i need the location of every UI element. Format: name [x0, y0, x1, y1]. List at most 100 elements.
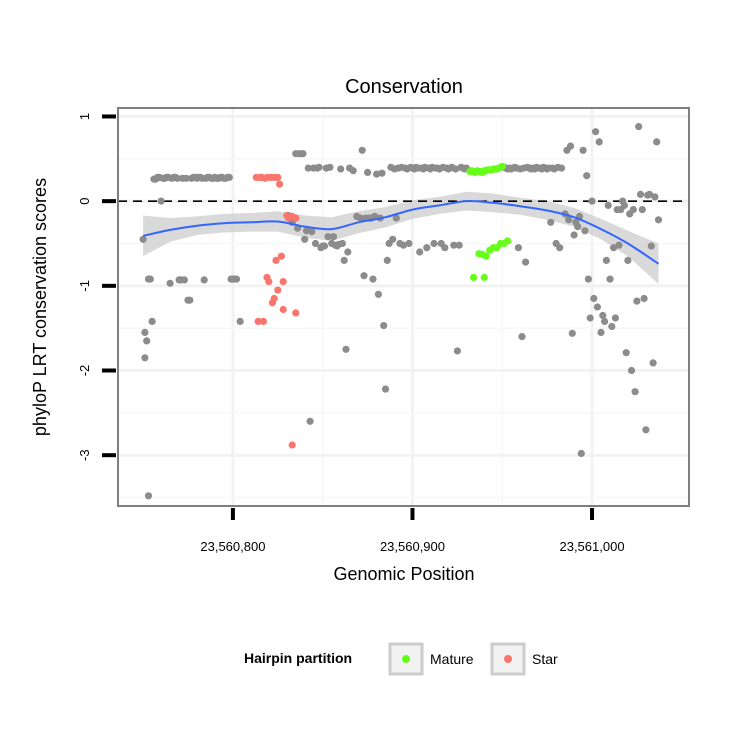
data-point-other	[636, 190, 645, 198]
data-point-other	[146, 275, 154, 283]
data-point-other	[416, 248, 424, 256]
data-point-other	[622, 349, 630, 357]
data-point-other	[338, 239, 346, 248]
legend-label-mature: Mature	[430, 651, 474, 667]
data-point-other	[602, 256, 611, 264]
x-axis-label: Genomic Position	[333, 564, 474, 584]
data-point-other	[200, 276, 208, 284]
data-point-other	[615, 241, 623, 249]
data-point-other	[344, 248, 352, 256]
data-point-other	[565, 216, 573, 224]
data-point-other	[599, 311, 607, 320]
data-point-other	[378, 169, 386, 177]
data-point-other	[606, 275, 614, 283]
data-point-other	[638, 206, 646, 214]
legend-title: Hairpin partition	[244, 650, 352, 666]
data-point-star	[292, 214, 300, 222]
data-point-other	[610, 244, 618, 252]
data-point-other	[320, 242, 329, 250]
data-point-other	[380, 322, 388, 330]
data-point-other	[399, 241, 408, 249]
x-tick-label: 23,561,000	[559, 539, 624, 554]
data-point-other	[139, 235, 147, 243]
legend-star-dot	[504, 655, 512, 663]
data-point-other	[452, 165, 460, 173]
data-point-other	[342, 345, 350, 353]
data-point-other	[392, 214, 400, 222]
data-point-other	[627, 366, 636, 375]
data-point-other	[583, 172, 591, 180]
data-point-other	[629, 206, 637, 214]
y-tick-label: -3	[77, 449, 92, 461]
data-point-other	[577, 449, 585, 458]
data-point-other	[651, 193, 659, 201]
data-point-other	[441, 244, 449, 252]
data-point-other	[514, 244, 523, 252]
data-point-other	[315, 163, 323, 171]
data-point-other	[141, 354, 149, 362]
data-point-other	[566, 142, 575, 150]
data-point-other	[522, 258, 530, 266]
data-point-other	[389, 235, 397, 243]
data-point-mature	[469, 273, 478, 281]
data-point-other	[645, 190, 654, 198]
data-point-other	[588, 197, 596, 205]
data-point-other	[143, 337, 151, 345]
data-point-other	[581, 227, 589, 235]
legend-label-star: Star	[532, 651, 558, 667]
data-point-other	[592, 128, 600, 136]
data-point-other	[624, 256, 632, 264]
data-point-other	[547, 218, 555, 226]
data-point-other	[356, 214, 364, 222]
data-point-other	[225, 173, 233, 181]
data-point-other	[633, 297, 641, 305]
x-tick-label: 23,560,900	[380, 539, 445, 554]
data-point-other	[186, 296, 194, 304]
data-point-star	[272, 256, 280, 264]
data-point-other	[369, 275, 377, 283]
legend: Hairpin partition Mature Star	[244, 642, 558, 676]
data-point-other	[601, 317, 609, 325]
data-point-other	[430, 239, 438, 248]
data-point-star	[277, 252, 285, 260]
data-point-other	[640, 294, 648, 303]
data-point-other	[232, 275, 241, 283]
data-point-other	[340, 256, 348, 264]
data-point-other	[597, 328, 605, 336]
data-point-mature	[498, 162, 506, 170]
data-point-other	[324, 233, 332, 241]
y-tick-label: 1	[77, 113, 92, 120]
data-point-star	[274, 173, 282, 181]
y-axis-label: phyloP LRT conservation scores	[30, 178, 50, 436]
x-axis: 23,560,800 23,560,900 23,561,000	[200, 508, 625, 554]
data-point-other	[642, 426, 650, 434]
data-point-mature	[482, 252, 490, 260]
data-point-star	[259, 317, 267, 325]
data-point-other	[649, 359, 657, 367]
data-point-star	[288, 441, 296, 449]
data-point-other	[595, 138, 603, 146]
data-point-other	[608, 322, 616, 331]
data-point-other	[173, 174, 181, 182]
data-point-other	[423, 244, 431, 252]
data-point-star	[274, 286, 282, 294]
data-point-other	[455, 241, 463, 249]
data-point-other	[557, 164, 566, 172]
data-point-other	[574, 223, 582, 231]
data-point-other	[182, 174, 190, 182]
data-point-other	[654, 216, 663, 224]
x-tick-label: 23,560,800	[200, 539, 265, 554]
data-point-other	[586, 314, 594, 322]
data-point-other	[148, 317, 156, 325]
legend-mature-dot	[402, 655, 410, 663]
data-point-other	[180, 276, 188, 284]
data-point-star	[276, 180, 284, 188]
data-point-other	[647, 242, 655, 250]
y-axis: 1 0 -1 -2 -3	[77, 113, 116, 461]
data-point-other	[311, 239, 320, 248]
data-point-other	[631, 388, 639, 396]
data-point-other	[166, 279, 174, 287]
y-tick-label: -2	[77, 365, 92, 377]
chart-title: Conservation	[345, 76, 463, 98]
